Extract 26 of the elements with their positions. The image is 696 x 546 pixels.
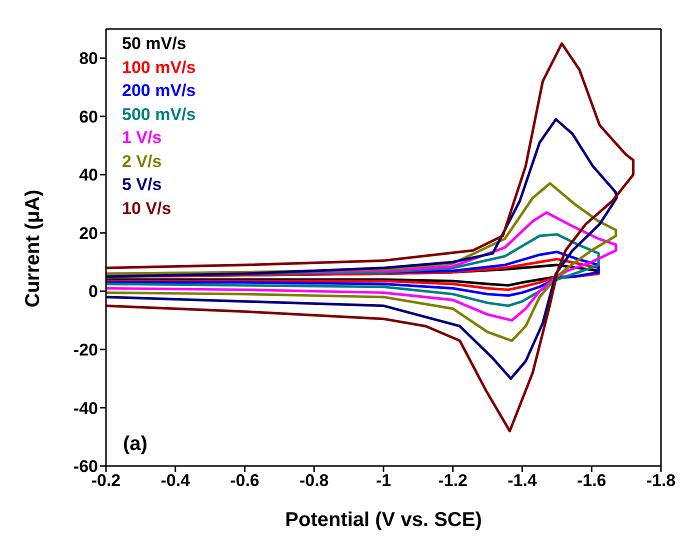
- y-tick-label: -40: [73, 398, 98, 418]
- x-tick-label: -1.6: [576, 471, 606, 490]
- text: 2 V/s: [122, 150, 163, 172]
- text: 10 V/s: [122, 198, 172, 220]
- annotation: (a): [123, 433, 148, 456]
- x-tick-label: -1.4: [508, 471, 538, 490]
- text: 100 mV/s: [122, 56, 196, 78]
- text: 5 V/s: [122, 174, 163, 196]
- y-tick-label: 20: [79, 224, 98, 243]
- y-tick-label: 80: [79, 49, 98, 68]
- y-tick-label: 40: [79, 166, 98, 185]
- text: 200 mV/s: [122, 80, 196, 102]
- x-tick-label: -0.4: [160, 471, 191, 490]
- y-tick-label: 60: [79, 107, 98, 126]
- y-axis-title: Current (μA): [22, 190, 44, 308]
- x-tick-label: -0.6: [230, 471, 260, 490]
- x-tick-label: -1: [376, 471, 392, 490]
- text: 1 V/s: [122, 127, 163, 149]
- y-tick-label: 0: [88, 282, 98, 302]
- text: 50 mV/s: [122, 33, 188, 55]
- x-tick-label: -1.8: [646, 471, 676, 490]
- text: 500 mV/s: [122, 104, 196, 126]
- x-tick-label: -1.2: [438, 471, 468, 490]
- x-axis-title: Potential (V vs. SCE): [285, 509, 482, 531]
- x-tick-label: -0.8: [299, 471, 329, 490]
- y-tick-label: -20: [73, 340, 98, 360]
